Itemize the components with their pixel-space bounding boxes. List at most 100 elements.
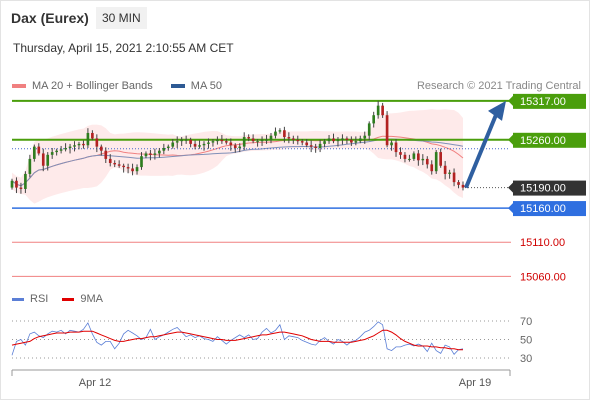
candle-body <box>448 172 451 174</box>
candle-body <box>91 132 94 139</box>
candle-body <box>166 146 170 148</box>
candle-body <box>309 145 313 147</box>
candle-body <box>64 147 67 150</box>
candle-body <box>363 135 367 139</box>
candle-body <box>135 167 139 172</box>
candle-body <box>399 152 402 155</box>
candle-body <box>265 139 268 141</box>
resistance-tag-0 <box>513 93 586 109</box>
candle-body <box>354 141 358 143</box>
last-price-label: 15190.00 <box>520 183 566 195</box>
candle-body <box>184 139 188 141</box>
candle-body <box>46 154 50 166</box>
resistance-tag-arrow-1 <box>508 134 513 145</box>
candle-body <box>216 139 219 142</box>
candle-body <box>117 164 121 166</box>
candle-body <box>33 146 36 159</box>
candle-body <box>193 143 197 147</box>
candle-body <box>430 164 434 172</box>
candle-body <box>180 139 184 142</box>
projection-arrow-head <box>488 100 506 121</box>
candle-body <box>345 138 349 140</box>
candle-body <box>300 141 304 143</box>
candle-body <box>336 139 340 142</box>
candle-body <box>350 139 353 143</box>
candle-body <box>149 153 152 155</box>
legend-ma50-label: MA 50 <box>190 80 222 92</box>
candle-body <box>122 165 125 168</box>
candle-body <box>144 153 148 157</box>
candle-body <box>24 173 27 189</box>
candle-body <box>247 137 250 139</box>
candle-body <box>68 146 72 148</box>
candle-body <box>314 146 317 148</box>
candle-body <box>10 180 14 188</box>
candle-body <box>229 142 233 146</box>
candle-body <box>202 143 206 146</box>
candle-body <box>86 132 90 146</box>
candle-body <box>305 142 309 146</box>
candle-body <box>28 158 32 174</box>
candle-body <box>394 142 398 153</box>
candle-body <box>220 139 224 142</box>
candle-body <box>341 138 344 140</box>
support-label-4: 15110.00 <box>520 237 565 249</box>
candle-body <box>82 143 85 146</box>
candle-body <box>211 141 215 143</box>
candle-body <box>358 138 362 142</box>
candle-body <box>381 105 384 116</box>
candle-body <box>162 147 166 151</box>
candle-body <box>287 137 291 139</box>
rsi-tick-50: 50 <box>520 335 532 347</box>
projection-arrow-shaft <box>464 114 498 189</box>
rsi-legend: RSI 9MA <box>12 293 117 305</box>
candle-body <box>108 158 112 164</box>
candle-body <box>37 146 41 154</box>
timeframe-badge[interactable]: 30 MIN <box>96 7 147 29</box>
legend-bollinger-swatch <box>12 84 26 88</box>
pivot-tag-arrow <box>508 203 513 214</box>
candle-body <box>296 139 300 142</box>
candle-body <box>233 145 237 148</box>
candle-body <box>367 123 371 136</box>
candle-body <box>372 115 376 124</box>
candle-body <box>73 145 76 147</box>
candle-body <box>260 139 264 142</box>
candle-body <box>251 138 255 142</box>
legend-rsi: RSI <box>12 293 48 305</box>
candle-body <box>323 141 326 144</box>
rsi-tick-70: 70 <box>520 316 532 328</box>
last-price-tag-arrow <box>508 182 513 193</box>
datetime-label: Thursday, April 15, 2021 2:10:55 AM CET <box>13 41 234 55</box>
candle-body <box>457 182 460 185</box>
candle-body <box>207 142 210 144</box>
candle-body <box>452 172 456 183</box>
candle-body <box>461 184 465 188</box>
candle-body <box>278 130 282 132</box>
candle-body <box>59 149 63 151</box>
candle-body <box>189 139 192 144</box>
x-tick-0: Apr 12 <box>79 377 111 389</box>
resistance-tag-1 <box>513 132 586 148</box>
candle-body <box>390 142 393 146</box>
candle-body <box>171 142 175 147</box>
candle-body <box>417 153 420 161</box>
candle-body <box>104 150 108 159</box>
candle-body <box>425 158 429 165</box>
resistance-tag-label-1: 15260.00 <box>520 135 566 147</box>
bollinger-band-area <box>12 109 463 204</box>
candle-body <box>131 168 134 172</box>
legend-9ma-label: 9MA <box>80 293 103 305</box>
pivot-tag-label: 15160.00 <box>520 203 566 215</box>
candle-body <box>15 180 18 188</box>
legend-ma50: MA 50 <box>170 80 222 92</box>
candle-body <box>19 187 23 189</box>
candle-body <box>318 143 322 148</box>
candle-body <box>434 152 438 172</box>
candle-body <box>99 146 103 151</box>
last-price-tag <box>513 180 586 196</box>
candle-body <box>421 158 425 161</box>
legend-9ma-swatch <box>62 297 75 301</box>
candle-body <box>238 146 242 148</box>
